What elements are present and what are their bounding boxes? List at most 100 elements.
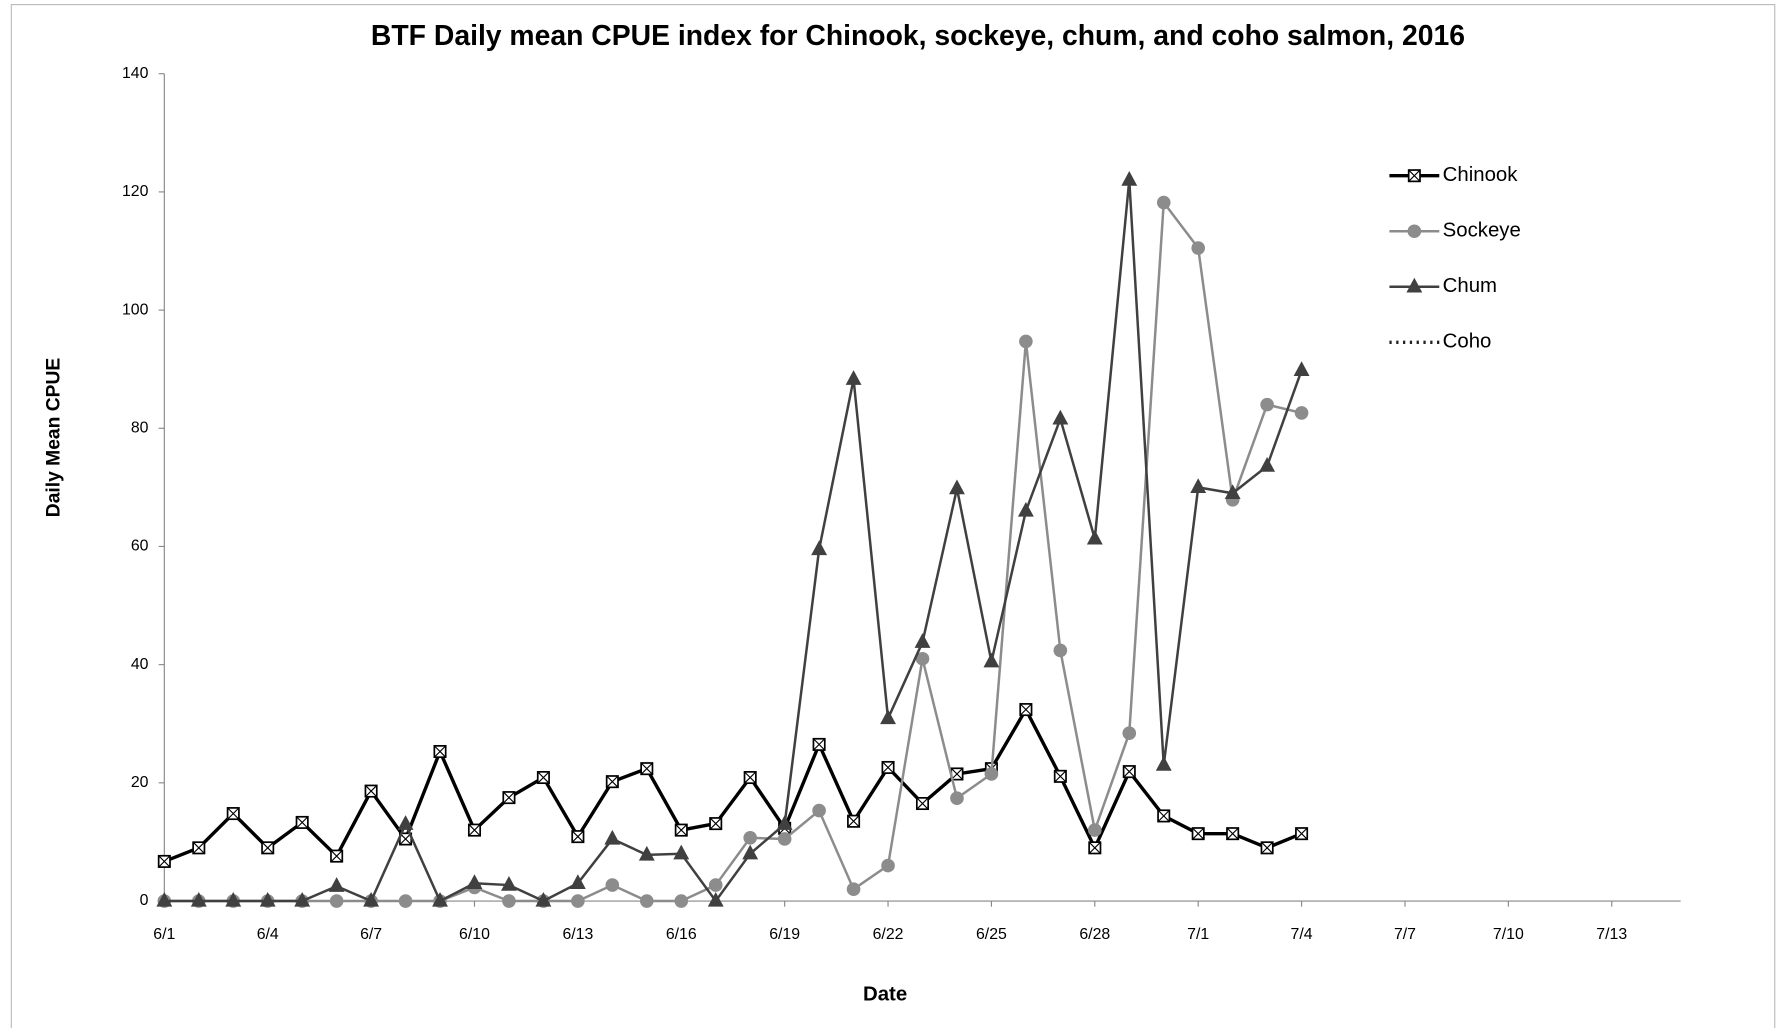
point <box>466 874 483 889</box>
point <box>1155 756 1172 771</box>
point <box>1122 726 1137 740</box>
point-cross <box>192 841 205 854</box>
x-tick-label: 6/7 <box>360 926 382 943</box>
point <box>1088 823 1102 837</box>
series-line <box>163 706 1303 864</box>
point <box>846 882 861 896</box>
x-tick-label: 6/16 <box>666 926 697 943</box>
point-cross <box>847 815 860 828</box>
point-cross <box>571 830 584 843</box>
point <box>259 891 276 907</box>
point-cross <box>744 771 757 784</box>
x-tick-label: 6/4 <box>257 926 279 943</box>
legend-marker <box>1407 224 1422 239</box>
frame <box>10 4 1776 1028</box>
point <box>328 877 345 892</box>
point-cross <box>606 775 619 788</box>
point <box>674 894 689 908</box>
legend-label: Chinook <box>1443 164 1519 186</box>
point-cross <box>709 817 722 830</box>
point <box>880 709 896 725</box>
point <box>190 891 207 907</box>
x-tick-label: 7/13 <box>1596 926 1627 943</box>
x-tick-label: 7/4 <box>1291 926 1313 943</box>
point-cross <box>1192 827 1205 840</box>
series-line <box>164 179 1303 904</box>
point <box>707 891 724 907</box>
point <box>502 894 516 908</box>
x-tick-label: 6/1 <box>153 926 175 943</box>
point-cross <box>881 761 895 774</box>
point <box>915 651 930 666</box>
x-tick-label: 7/10 <box>1493 926 1524 943</box>
legend-label: Chum <box>1443 275 1497 297</box>
point-cross <box>158 855 171 868</box>
point <box>501 875 517 891</box>
point <box>294 891 311 907</box>
point <box>1260 397 1274 412</box>
y-axis-label: Daily Mean CPUE <box>43 358 64 518</box>
point <box>432 891 448 907</box>
point <box>535 891 552 907</box>
point-cross <box>502 791 516 804</box>
y-tick-label: 140 <box>122 65 149 82</box>
point <box>1019 334 1033 349</box>
point-cross <box>1261 841 1274 854</box>
point-cross <box>537 771 550 784</box>
point <box>571 894 585 908</box>
point <box>329 894 344 908</box>
y-tick-label: 80 <box>131 419 149 436</box>
point <box>1293 361 1310 377</box>
point <box>1294 406 1309 420</box>
point-cross <box>227 807 240 820</box>
point-cross <box>468 824 481 837</box>
point <box>743 830 757 845</box>
point-cross <box>261 841 274 854</box>
point <box>777 832 792 846</box>
legend-marker <box>1406 277 1423 293</box>
point-cross <box>1226 827 1239 840</box>
y-tick-label: 0 <box>140 892 149 909</box>
point <box>1086 529 1103 545</box>
point-cross <box>1157 809 1170 822</box>
point <box>1190 478 1207 494</box>
chart-title: BTF Daily mean CPUE index for Chinook, s… <box>371 20 1465 52</box>
point <box>673 844 690 860</box>
point <box>881 858 895 873</box>
y-tick-label: 20 <box>131 774 149 791</box>
x-tick-label: 6/22 <box>873 926 904 943</box>
point <box>1017 501 1034 517</box>
point <box>397 815 414 830</box>
x-tick-label: 6/19 <box>769 926 800 943</box>
point <box>225 891 242 907</box>
x-tick-label: 7/7 <box>1394 926 1416 943</box>
point <box>156 891 173 907</box>
x-tick-label: 6/10 <box>459 926 490 943</box>
point <box>811 540 828 556</box>
point <box>984 767 999 781</box>
point <box>398 894 413 908</box>
point-cross <box>1088 841 1101 854</box>
point-cross <box>1019 703 1032 716</box>
point <box>1259 457 1276 472</box>
point <box>1053 643 1068 658</box>
point-cross <box>675 824 688 837</box>
point <box>1191 241 1205 255</box>
point <box>640 894 654 908</box>
point <box>845 370 862 385</box>
y-tick-label: 120 <box>122 183 149 200</box>
point <box>604 829 621 845</box>
y-tick-label: 40 <box>131 656 149 673</box>
x-tick-label: 6/13 <box>562 926 593 943</box>
legend-marker-cross <box>1408 169 1421 182</box>
point-cross <box>916 797 929 810</box>
x-tick-label: 7/1 <box>1187 926 1209 943</box>
point <box>638 845 655 861</box>
point <box>1121 171 1138 186</box>
point <box>983 652 1000 668</box>
point <box>1156 195 1171 210</box>
point <box>812 803 826 818</box>
point <box>776 815 793 830</box>
point-cross <box>1054 770 1067 783</box>
